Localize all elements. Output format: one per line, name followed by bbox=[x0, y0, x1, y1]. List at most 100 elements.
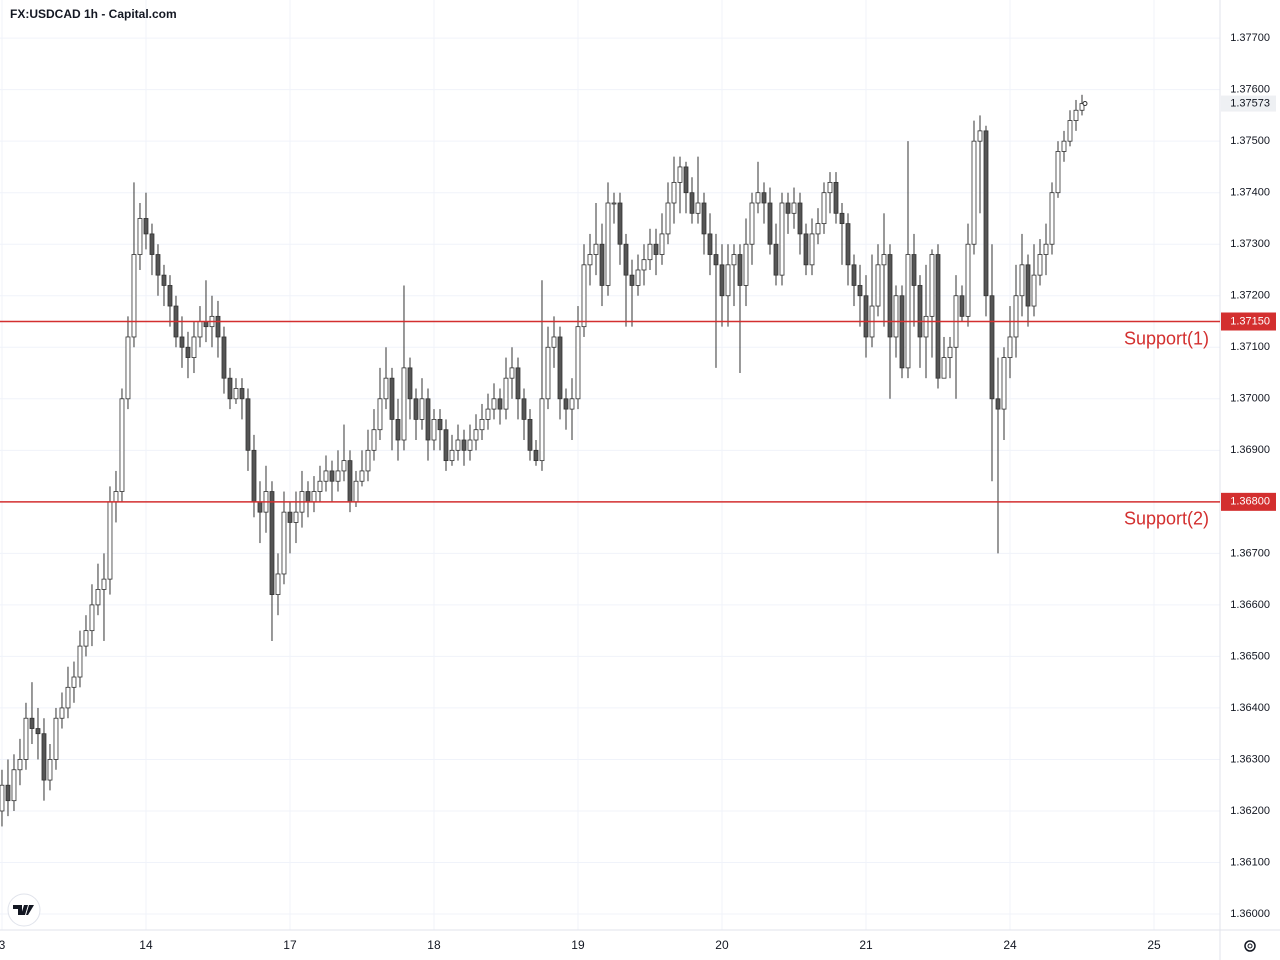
candle-body bbox=[167, 285, 173, 307]
candle-body bbox=[761, 192, 767, 204]
candle-body bbox=[11, 769, 17, 802]
chart-title: FX:USDCAD 1h - Capital.com bbox=[10, 7, 177, 21]
candle-body bbox=[491, 398, 497, 410]
candle-body bbox=[1037, 254, 1043, 276]
candle-body bbox=[23, 717, 29, 760]
candle-body bbox=[431, 419, 437, 441]
y-tick-label: 1.36000 bbox=[1230, 908, 1270, 920]
candle-body bbox=[551, 336, 557, 348]
last-price-label: 1.37573 bbox=[1230, 97, 1270, 109]
candle-body bbox=[257, 501, 263, 513]
candle-body bbox=[725, 264, 731, 297]
candle-body bbox=[773, 243, 779, 276]
candle-body bbox=[485, 408, 491, 420]
y-tick-label: 1.36400 bbox=[1230, 702, 1270, 714]
candle-body bbox=[425, 398, 431, 441]
candle-body bbox=[989, 295, 995, 400]
candle-body bbox=[239, 388, 245, 400]
candle-body bbox=[581, 264, 587, 328]
candle-body bbox=[587, 254, 593, 266]
candle-body bbox=[1019, 264, 1025, 297]
candle-body bbox=[1055, 151, 1061, 194]
candle-body bbox=[863, 295, 869, 338]
settings-icon[interactable] bbox=[1244, 940, 1256, 952]
y-tick-label: 1.36200 bbox=[1230, 805, 1270, 817]
candle-body bbox=[233, 388, 239, 400]
candle-body bbox=[851, 264, 857, 286]
candle-body bbox=[827, 181, 833, 194]
candle-body bbox=[125, 336, 131, 400]
candle-body bbox=[749, 202, 755, 245]
candle-body bbox=[881, 254, 887, 266]
candle-body bbox=[245, 398, 251, 451]
price-label-box bbox=[1221, 312, 1276, 331]
candle-body bbox=[533, 449, 539, 462]
candle-body bbox=[791, 202, 797, 214]
candle-body bbox=[1001, 357, 1007, 410]
candle-body bbox=[1073, 109, 1079, 121]
x-tick-label: 18 bbox=[427, 938, 441, 952]
x-tick-label: 14 bbox=[139, 938, 153, 952]
candle-body bbox=[875, 264, 881, 307]
candle-body bbox=[737, 254, 743, 286]
y-tick-label: 1.37500 bbox=[1230, 135, 1270, 147]
candle-body bbox=[443, 429, 449, 462]
candle-body bbox=[101, 578, 107, 590]
y-tick-label: 1.37300 bbox=[1230, 238, 1270, 250]
candle-body bbox=[905, 254, 911, 369]
candle-body bbox=[623, 243, 629, 276]
candle-body bbox=[689, 192, 695, 214]
candle-body bbox=[17, 759, 23, 771]
candle-body bbox=[857, 285, 863, 297]
candle-body bbox=[665, 202, 671, 235]
candle-body bbox=[929, 254, 935, 317]
candle-body bbox=[887, 254, 893, 338]
candle-body bbox=[815, 223, 821, 235]
candle-body bbox=[437, 419, 443, 431]
candle-body bbox=[719, 264, 725, 297]
x-tick-label: 20 bbox=[715, 938, 729, 952]
y-tick-label: 1.36300 bbox=[1230, 753, 1270, 765]
candle-body bbox=[179, 336, 185, 348]
candle-body bbox=[509, 367, 515, 379]
candle-body bbox=[527, 419, 533, 451]
candle-body bbox=[545, 346, 551, 400]
candle-body bbox=[521, 398, 527, 420]
candle-body bbox=[767, 202, 773, 245]
candle-body bbox=[1079, 103, 1085, 111]
y-tick-label: 1.37600 bbox=[1230, 84, 1270, 96]
y-tick-label: 1.36500 bbox=[1230, 650, 1270, 662]
candle-body bbox=[383, 377, 389, 400]
candle-body bbox=[0, 784, 5, 812]
candle-body bbox=[35, 728, 41, 735]
candle-body bbox=[137, 218, 143, 255]
candle-body bbox=[797, 202, 803, 235]
candle-body bbox=[899, 295, 905, 369]
candle-body bbox=[647, 243, 653, 261]
candle-body bbox=[389, 377, 395, 420]
candle-body bbox=[617, 202, 623, 245]
candle-body bbox=[269, 491, 275, 595]
candle-body bbox=[359, 470, 365, 482]
candle-body bbox=[995, 398, 1001, 410]
candle-body bbox=[347, 460, 353, 503]
candle-body bbox=[47, 759, 53, 781]
candle-body bbox=[119, 398, 125, 492]
candle-body bbox=[287, 511, 293, 523]
candle-body bbox=[53, 717, 59, 760]
candle-body bbox=[377, 398, 383, 431]
candle-body bbox=[713, 254, 719, 266]
candle-body bbox=[653, 243, 659, 255]
last-price-box bbox=[1221, 95, 1276, 112]
candle-body bbox=[557, 336, 563, 400]
candle-body bbox=[407, 367, 413, 400]
y-tick-label: 1.36600 bbox=[1230, 599, 1270, 611]
candle-body bbox=[1013, 295, 1019, 338]
candle-body bbox=[635, 269, 641, 286]
candle-body bbox=[371, 429, 377, 451]
candle-body bbox=[1049, 192, 1055, 245]
candle-body bbox=[473, 429, 479, 441]
candle-body bbox=[95, 589, 101, 606]
candle-body bbox=[965, 243, 971, 317]
candle-body bbox=[149, 233, 155, 255]
